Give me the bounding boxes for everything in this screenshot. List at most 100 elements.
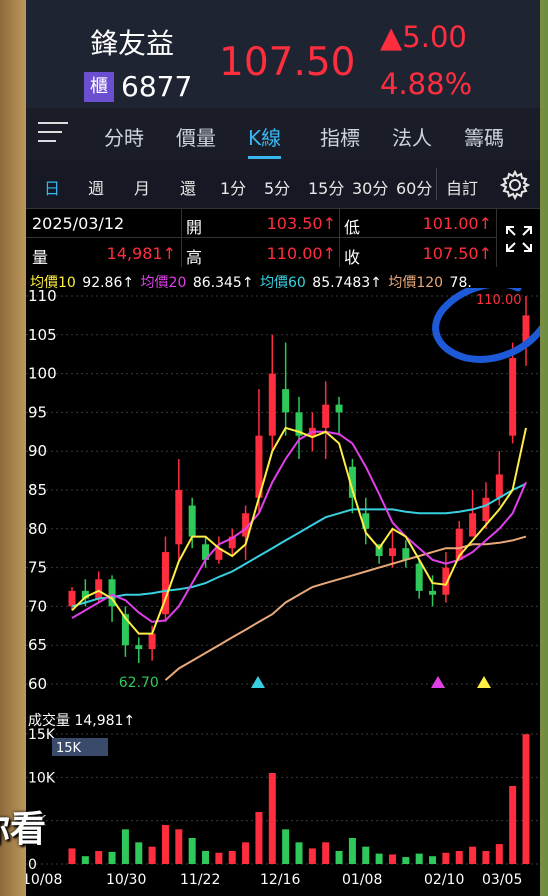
period-adjusted[interactable]: 還 [180,179,197,198]
period-15min[interactable]: 15分 [308,179,345,198]
ma20-label: 均價20 [140,275,187,291]
volume-bar [295,842,303,864]
bar-date: 2025/03/12 [32,214,125,233]
candle-body [375,544,383,556]
candle-body [121,614,129,646]
volume-bar [175,829,183,864]
moving-average-legend: 均價10 92.86↑ 均價20 86.345↑ 均價60 85.7483↑ 均… [30,272,474,292]
candle-body [188,505,196,537]
volume-bar [482,851,490,864]
ma120-label: 均價120 [388,275,444,291]
candle-body [335,404,343,413]
volume-bar [108,851,116,864]
close-label: 收 [344,248,361,267]
price-tick-label: 80 [28,520,47,538]
period-60min[interactable]: 60分 [396,179,433,198]
volume-bar [268,773,276,864]
hand-drawn-circle [432,288,540,363]
volume-bar [415,853,423,864]
volume-bar [308,848,316,864]
period-30min[interactable]: 30分 [352,179,389,198]
date-tick-label: 10/30 [106,872,146,888]
volume-badge-label: 15K [56,741,82,756]
date-tick-label: 03/05 [482,872,522,888]
volume-bar [442,852,450,864]
date-tick-label: 02/10 [424,872,464,888]
tab-intraday[interactable]: 分時 [104,126,144,150]
volume-bar [135,842,143,864]
volume-bar [522,734,530,864]
last-price: 107.50 [219,40,356,85]
price-tick-label: 75 [28,559,47,577]
min-price-label: 62.70 [119,675,159,691]
candle-body [482,497,490,522]
date-tick-label: 01/08 [342,872,382,888]
candle-body [268,373,276,436]
volume-tick-label: 5K [28,814,47,830]
open-value: 103.50↑ [266,214,336,233]
volume-bar [81,856,89,864]
tab-institutional[interactable]: 法人 [392,126,432,150]
volume-bar [402,857,410,864]
volume-tick-label: 15K [28,727,56,743]
volume-bar [202,851,210,864]
ma60-cross-marker [251,676,265,688]
open-label: 開 [186,218,203,237]
volume-bar [121,829,129,864]
candle-body [95,579,103,599]
volume-bar [282,829,290,864]
kline-chart[interactable]: 110105100959085807570656015K10K5K015K110… [26,288,540,896]
tab-kline[interactable]: K線 [248,122,282,159]
period-month[interactable]: 月 [134,179,151,198]
period-1min[interactable]: 1分 [220,179,247,198]
ma120-line [164,535,527,681]
volume-bar [242,842,250,864]
custom-button[interactable]: 自訂 [446,179,479,198]
candle-body [322,404,330,428]
candle-body [135,645,143,650]
tab-chips[interactable]: 籌碼 [464,126,504,150]
tab-price-volume[interactable]: 價量 [176,126,216,150]
expand-icon[interactable] [504,224,534,254]
ma60-value: 85.7483↑ [312,275,382,291]
stock-code: 6877 [121,70,193,103]
candle-body [388,548,396,556]
candle-body [282,389,290,413]
volume-bar [228,851,236,864]
tab-indicators[interactable]: 指標 [320,126,360,150]
candle-body [455,528,463,560]
price-tick-label: 100 [28,365,57,383]
period-day[interactable]: 日 [44,179,61,198]
ma20-line [71,430,527,623]
candle-body [348,466,356,498]
candle-body [442,567,450,595]
divider [436,168,437,200]
ma10-line [71,426,527,635]
candle-body [255,435,263,498]
gear-icon[interactable] [500,170,530,200]
candle-body [148,633,156,650]
volume-tick-label: 10K [28,770,56,786]
candle-body [242,513,250,537]
volume-bar [148,846,156,864]
period-week[interactable]: 週 [88,179,105,198]
candle-body [161,552,169,615]
price-tick-label: 110 [28,288,57,305]
volume-bar [509,786,517,864]
volume-bar [388,854,396,864]
candle-body [522,315,530,347]
candle-body [429,590,437,595]
candle-body [415,563,423,591]
date-tick-label: 11/22 [180,872,220,888]
volume-bar [335,851,343,864]
chart-tabs: 分時 價量 K線 指標 法人 籌碼 [26,108,540,160]
volume-value: 14,981↑ [106,244,176,263]
volume-label: 量 [32,248,49,267]
price-tick-label: 65 [28,636,47,654]
price-tick-label: 70 [28,597,47,615]
close-value: 107.50↑ [422,244,492,263]
board-badge: 櫃 [84,72,114,102]
menu-icon[interactable] [38,122,68,144]
period-5min[interactable]: 5分 [264,179,291,198]
low-label: 低 [344,218,361,237]
